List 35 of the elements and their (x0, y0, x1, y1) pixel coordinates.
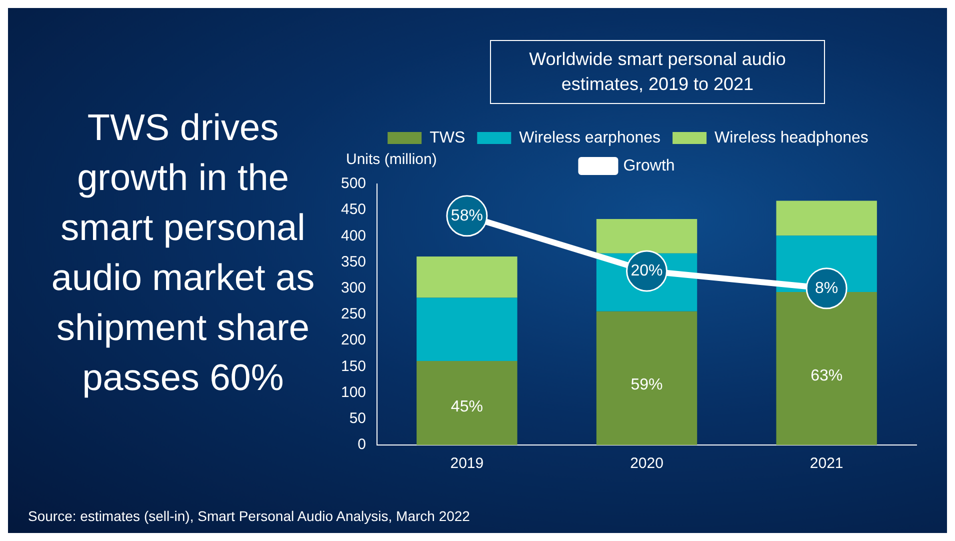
y-tick-label: 400 (340, 227, 366, 244)
legend-label: Growth (623, 157, 675, 174)
source-note: Source: estimates (sell-in), Smart Personal Audio Analysis, March 2022 (28, 508, 470, 524)
legend-label: Wireless headphones (714, 129, 868, 146)
y-tick-label: 100 (340, 384, 366, 401)
x-tick-label: 2019 (450, 455, 484, 472)
x-tick-label: 2021 (810, 455, 844, 472)
bar (776, 292, 877, 445)
y-tick-label: 450 (340, 201, 366, 218)
legend-label: TWS (430, 129, 466, 146)
text: TWS drives growth in the smart personal audio market as shipment share passes 60% (50, 106, 316, 400)
y-axis-title: Units (million) (346, 151, 437, 168)
annotation: 63% (810, 368, 843, 385)
y-tick-label: 300 (340, 280, 366, 297)
y-tick-label: 150 (340, 358, 366, 375)
y-tick-label: 200 (340, 332, 366, 349)
data-label: 8% (815, 280, 838, 297)
bar (416, 256, 518, 298)
y-tick-label: 0 (358, 436, 366, 454)
y-tick-label: 50 (349, 410, 366, 428)
legend-label: Wireless earphones (519, 129, 661, 146)
data-label: 58% (450, 207, 483, 224)
data-label: 20% (630, 262, 663, 280)
y-tick-label: 250 (340, 306, 366, 323)
y-tick-label: 350 (340, 253, 366, 270)
bar (596, 311, 698, 445)
chart-subtitle: Worldwide smart personal audio estimates, 2019 to 2021 (490, 40, 825, 104)
annotation: 59% (630, 376, 663, 394)
annotation: 45% (450, 398, 483, 416)
bar (776, 200, 877, 236)
bar (596, 218, 698, 254)
x-tick-label: 2020 (630, 455, 664, 472)
bar (416, 298, 518, 361)
bar (416, 360, 518, 445)
y-tick-label: 500 (340, 175, 366, 192)
